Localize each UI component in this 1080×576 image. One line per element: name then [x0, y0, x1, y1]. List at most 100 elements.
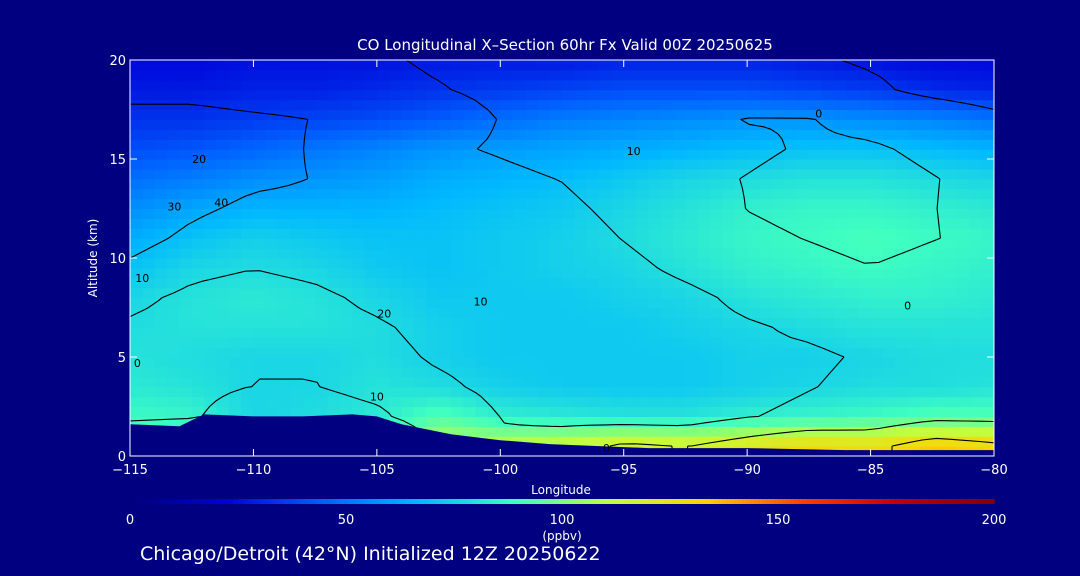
field-cell: [302, 218, 316, 229]
field-cell: [500, 277, 514, 289]
colorbar-cell: [470, 499, 475, 504]
field-cell: [352, 99, 366, 111]
field-cell: [500, 327, 514, 338]
field-cell: [673, 159, 687, 170]
field-cell: [710, 149, 724, 160]
field-cell: [487, 168, 501, 180]
field-cell: [216, 149, 230, 160]
field-cell: [475, 159, 489, 170]
field-cell: [315, 386, 329, 398]
field-cell: [784, 69, 798, 81]
field-cell: [759, 317, 773, 328]
field-cell: [944, 337, 958, 348]
field-cell: [216, 119, 230, 130]
field-cell: [648, 89, 662, 101]
field-cell: [302, 129, 316, 140]
field-cell: [932, 406, 946, 417]
colorbar-cell: [406, 499, 411, 504]
field-cell: [450, 317, 464, 328]
field-cell: [204, 149, 217, 160]
field-cell: [376, 396, 390, 408]
field-cell: [537, 89, 551, 101]
field-cell: [759, 277, 773, 289]
field-cell: [611, 248, 625, 259]
field-cell: [524, 188, 538, 200]
colorbar-cell: [238, 499, 243, 504]
field-cell: [697, 366, 711, 378]
field-cell: [870, 337, 884, 348]
field-cell: [167, 337, 180, 348]
field-cell: [808, 178, 822, 190]
field-cell: [524, 287, 538, 299]
field-cell: [450, 366, 464, 378]
field-cell: [130, 277, 143, 289]
field-cell: [512, 168, 526, 180]
field-cell: [290, 69, 304, 81]
field-cell: [574, 198, 588, 210]
field-cell: [648, 109, 662, 120]
field-cell: [463, 188, 477, 200]
field-cell: [981, 297, 994, 309]
field-cell: [562, 277, 575, 289]
field-cell: [315, 228, 329, 239]
colorbar-cell: [402, 499, 407, 504]
field-cell: [734, 168, 748, 180]
field-cell: [636, 129, 649, 140]
field-cell: [562, 366, 575, 378]
field-cell: [586, 218, 600, 229]
field-cell: [660, 297, 674, 309]
field-cell: [586, 357, 600, 368]
field-cell: [290, 366, 304, 378]
field-cell: [302, 267, 316, 279]
field-cell: [932, 337, 946, 348]
field-cell: [956, 228, 970, 239]
field-cell: [734, 406, 748, 417]
field-cell: [167, 267, 180, 279]
field-cell: [648, 357, 662, 368]
field-cell: [290, 396, 304, 408]
field-cell: [599, 436, 612, 447]
field-cell: [981, 79, 994, 91]
field-cell: [290, 129, 304, 140]
field-cell: [154, 277, 168, 289]
field-cell: [858, 366, 872, 378]
field-cell: [747, 287, 761, 299]
field-cell: [562, 307, 575, 318]
field-cell: [833, 228, 847, 239]
field-cell: [969, 337, 983, 348]
field-cell: [389, 287, 403, 299]
colorbar-cell: [434, 499, 439, 504]
field-cell: [302, 396, 316, 408]
field-cell: [586, 69, 600, 81]
field-cell: [648, 258, 662, 269]
field-cell: [315, 337, 329, 348]
field-cell: [413, 168, 427, 180]
field-cell: [697, 99, 711, 111]
field-cell: [463, 208, 477, 219]
field-cell: [673, 248, 687, 259]
field-cell: [932, 60, 946, 71]
field-cell: [685, 277, 699, 289]
field-cell: [339, 238, 353, 249]
field-cell: [413, 218, 427, 229]
field-cell: [562, 287, 575, 299]
field-cell: [574, 109, 588, 120]
field-cell: [401, 218, 415, 229]
field-cell: [759, 357, 773, 368]
field-cell: [907, 396, 921, 408]
colorbar-cell: [262, 499, 267, 504]
field-cell: [376, 109, 390, 120]
field-cell: [549, 337, 563, 348]
field-cell: [784, 159, 798, 170]
field-cell: [574, 139, 588, 150]
field-cell: [599, 60, 612, 71]
field-cell: [858, 426, 872, 437]
field-cell: [142, 129, 156, 140]
field-cell: [636, 159, 649, 170]
field-cell: [845, 267, 859, 279]
field-cell: [599, 267, 612, 279]
field-cell: [487, 277, 501, 289]
field-cell: [339, 347, 353, 358]
field-cell: [636, 248, 649, 259]
field-cell: [636, 366, 649, 378]
